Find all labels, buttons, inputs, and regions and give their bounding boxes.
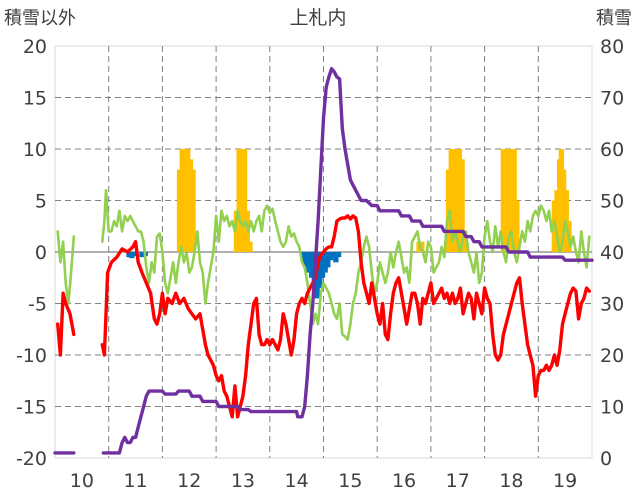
right-tick-label: 70: [600, 88, 624, 110]
snow-bar: [459, 159, 465, 252]
right-tick-label: 50: [600, 191, 624, 213]
series-line: [53, 67, 594, 455]
x-axis: 10 11 12 13 14 15 16 17 18 19: [70, 470, 577, 492]
right-tick-label: 20: [600, 345, 624, 367]
x-tick-label: 15: [338, 470, 362, 492]
left-axis: -20 -15 -10 -5 0 5 10 15 20: [16, 36, 47, 470]
x-tick-label: 17: [446, 470, 470, 492]
right-tick-label: 0: [600, 448, 612, 470]
x-tick-label: 13: [231, 470, 255, 492]
left-tick-label: 20: [23, 36, 47, 58]
snow-bar: [247, 241, 253, 252]
left-tick-label: -15: [16, 397, 47, 419]
blue-bar: [335, 252, 342, 258]
left-tick-label: -20: [16, 448, 47, 470]
right-axis: 0 10 20 30 40 50 60 70 80: [600, 36, 624, 470]
right-axis-label: 積雪: [596, 8, 632, 29]
x-tick-label: 18: [499, 470, 523, 492]
x-tick-label: 16: [392, 470, 416, 492]
x-tick-label: 10: [70, 470, 94, 492]
left-tick-label: 0: [35, 242, 47, 264]
right-tick-label: 10: [600, 397, 624, 419]
left-tick-label: 10: [23, 139, 47, 161]
right-tick-label: 60: [600, 139, 624, 161]
snow-bar: [419, 241, 425, 252]
snow-bar: [514, 200, 520, 252]
snow-bar: [190, 169, 196, 252]
snow-bar: [241, 149, 248, 252]
chart-title: 上札内: [289, 7, 346, 29]
left-axis-label: 積雪以外: [4, 8, 76, 29]
blue-bar: [131, 252, 138, 257]
left-tick-label: 5: [35, 191, 47, 213]
x-tick-label: 12: [177, 470, 201, 492]
lines: [53, 67, 594, 455]
snow-bar: [462, 231, 468, 252]
blue-bar: [139, 252, 145, 258]
series-line: [56, 214, 591, 419]
series-line: [56, 188, 591, 341]
left-tick-label: 15: [23, 88, 47, 110]
left-tick-label: -10: [16, 345, 47, 367]
left-tick-label: -5: [28, 294, 47, 316]
x-tick-label: 19: [553, 470, 577, 492]
x-tick-label: 11: [123, 470, 147, 492]
right-tick-label: 80: [600, 36, 624, 58]
x-tick-label: 14: [285, 470, 309, 492]
right-tick-label: 30: [600, 294, 624, 316]
right-tick-label: 40: [600, 242, 624, 264]
